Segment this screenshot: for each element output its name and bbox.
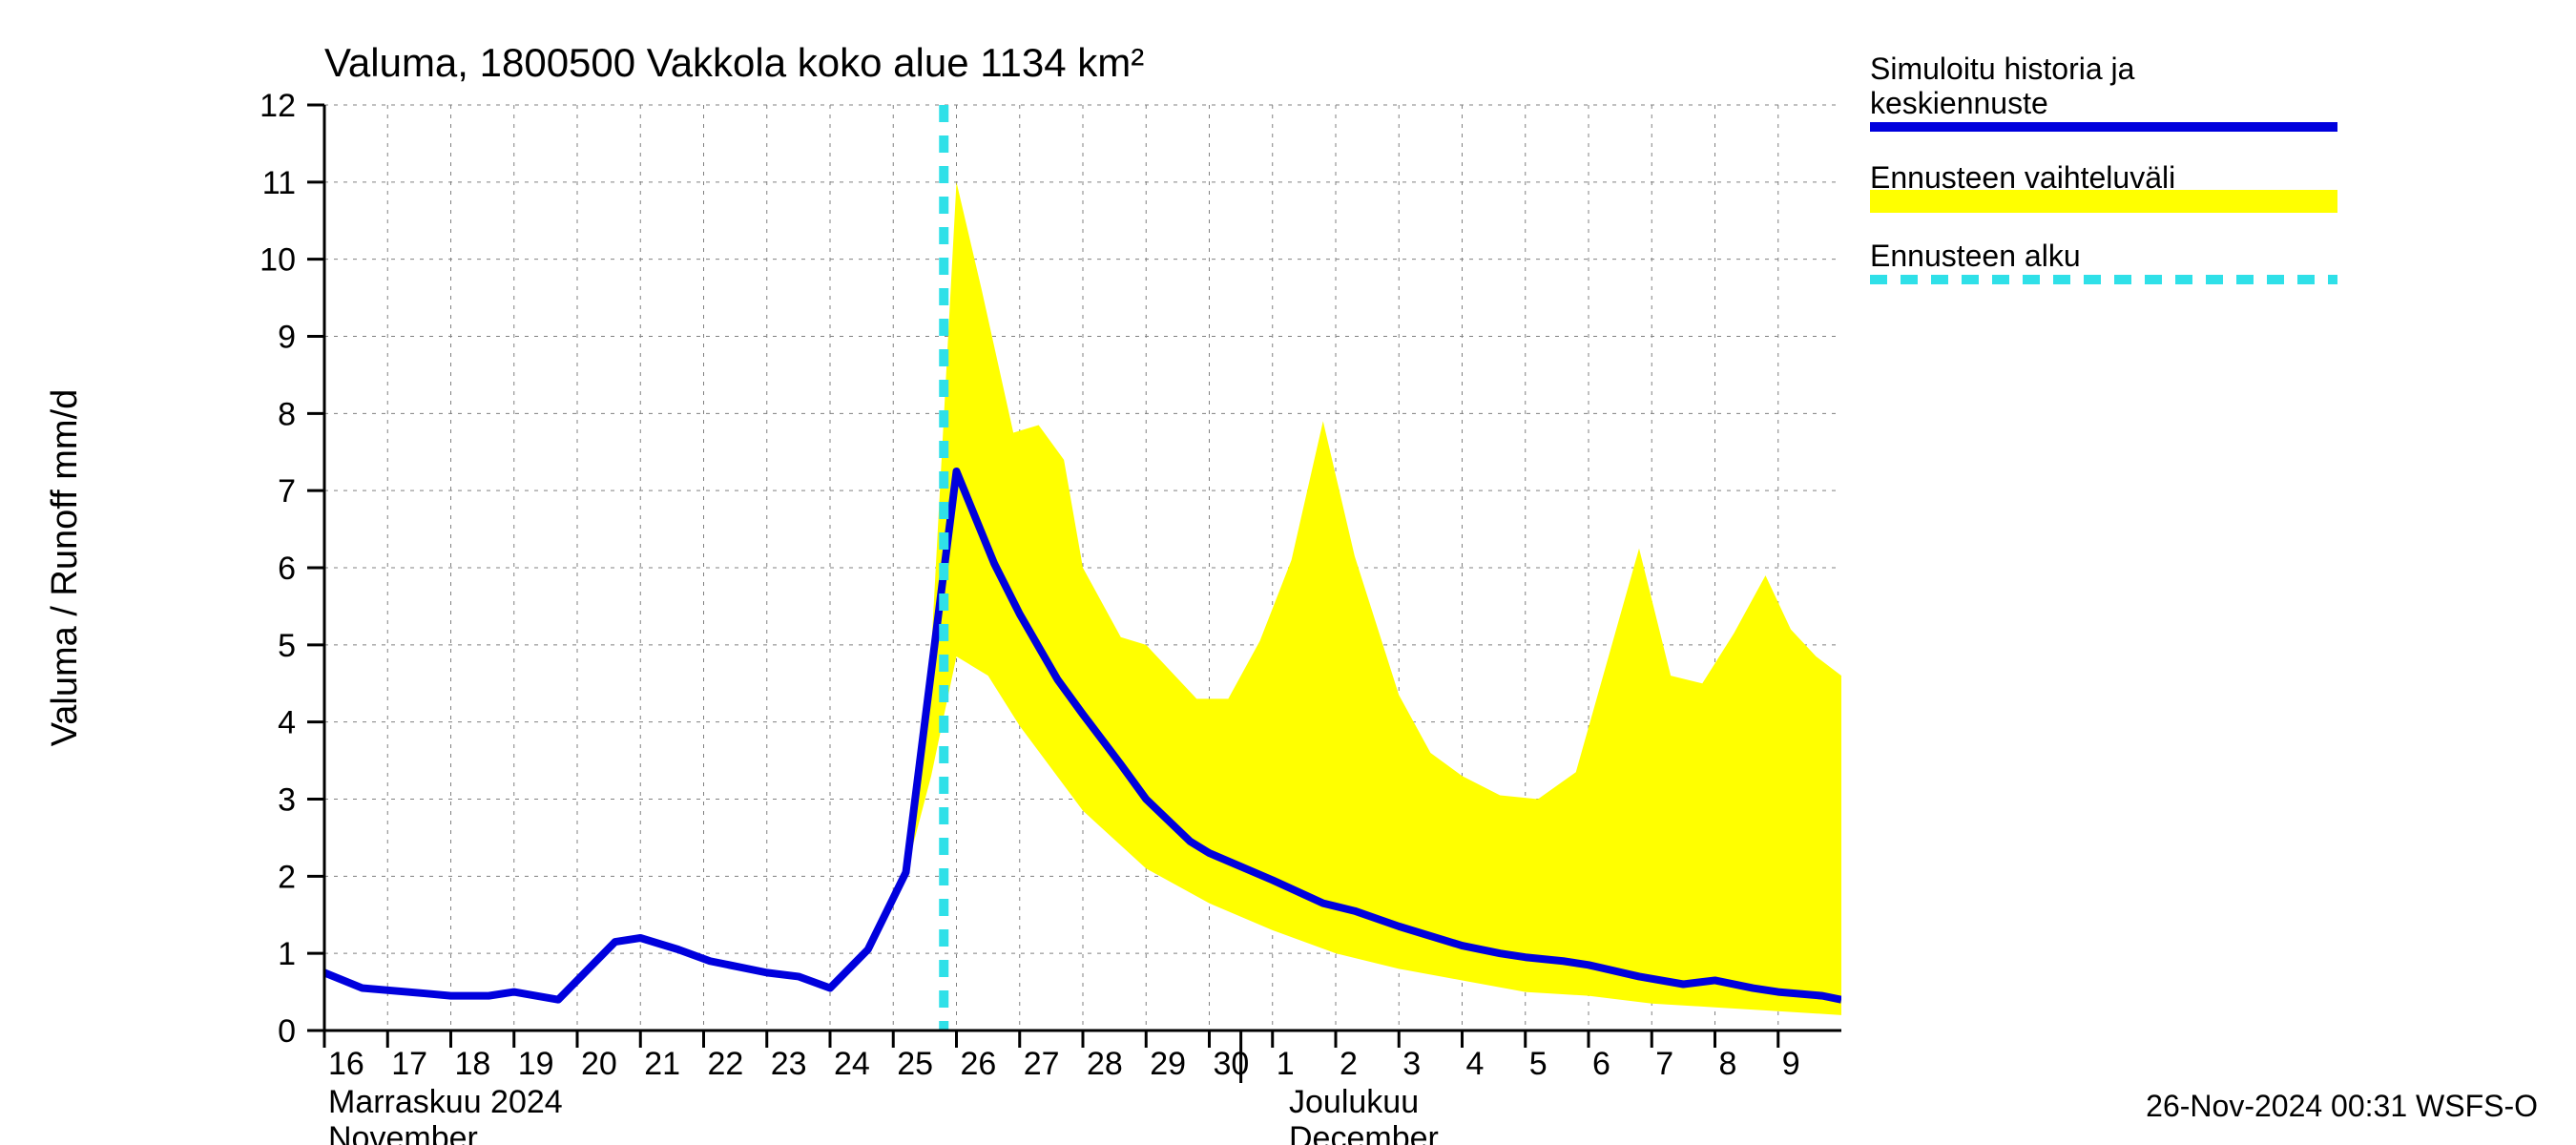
x-tick-label: 18 [455,1046,491,1082]
legend-label: Ennusteen alku [1870,239,2081,273]
y-tick-label: 6 [278,551,296,587]
x-tick-label: 8 [1719,1046,1737,1082]
x-tick-label: 1 [1277,1046,1295,1082]
y-axis-label: Valuma / Runoff mm/d [45,389,85,747]
runoff-chart: Valuma, 1800500 Vakkola koko alue 1134 k… [0,0,2576,1145]
legend: Simuloitu historia jakeskiennuste Ennuste… [1870,52,2337,280]
x-tick-label: 29 [1150,1046,1186,1082]
legend-label: Simuloitu historia ja [1870,52,2135,86]
x-tick-label: 9 [1782,1046,1800,1082]
month-labels: Marraskuu 2024November JoulukuuDecember [328,1084,1439,1145]
x-tick-label: 30 [1214,1046,1250,1082]
chart-container: Valuma, 1800500 Vakkola koko alue 1134 k… [0,0,2576,1145]
x-tick-label: 2 [1340,1046,1358,1082]
x-tick-label: 25 [897,1046,933,1082]
x-tick-label: 22 [708,1046,744,1082]
x-tick-label: 19 [518,1046,554,1082]
x-tick-label: 7 [1655,1046,1673,1082]
x-tick-label: 16 [328,1046,364,1082]
legend-label: Ennusteen vaihteluväli [1870,160,2175,195]
x-tick-label: 28 [1087,1046,1123,1082]
x-tick-labels: 161718192021222324252627282930123456789 [328,1046,1800,1082]
month-label: Marraskuu 2024 [328,1084,563,1120]
y-tick-label: 3 [278,782,296,819]
x-tick-label: 17 [391,1046,427,1082]
x-tick-label: 5 [1529,1046,1548,1082]
y-tick-label: 1 [278,936,296,972]
x-tick-label: 4 [1466,1046,1485,1082]
y-tick-label: 11 [262,165,296,201]
x-tick-label: 23 [771,1046,807,1082]
y-tick-label: 4 [278,705,296,741]
month-label: December [1289,1120,1439,1145]
y-tick-label: 8 [278,396,296,432]
footer-timestamp: 26-Nov-2024 00:31 WSFS-O [2146,1089,2538,1123]
y-tick-label: 7 [278,473,296,510]
x-tick-label: 26 [961,1046,997,1082]
x-tick-label: 3 [1402,1046,1421,1082]
legend-swatch [1870,190,2337,213]
month-label: Joulukuu [1289,1084,1419,1120]
y-tick-label: 2 [278,859,296,895]
x-tick-label: 20 [581,1046,617,1082]
y-tick-label: 9 [278,320,296,356]
chart-title: Valuma, 1800500 Vakkola koko alue 1134 k… [324,40,1144,85]
month-label: November [328,1120,478,1145]
x-tick-label: 24 [834,1046,870,1082]
x-tick-label: 6 [1592,1046,1610,1082]
x-tick-label: 21 [644,1046,680,1082]
y-tick-labels: 0123456789101112 [260,88,296,1050]
y-tick-label: 0 [278,1013,296,1050]
legend-label: keskiennuste [1870,86,2048,120]
y-tick-label: 5 [278,628,296,664]
y-tick-label: 12 [260,88,296,124]
forecast-band [906,182,1842,1015]
y-tick-label: 10 [260,242,296,279]
x-tick-label: 27 [1024,1046,1060,1082]
